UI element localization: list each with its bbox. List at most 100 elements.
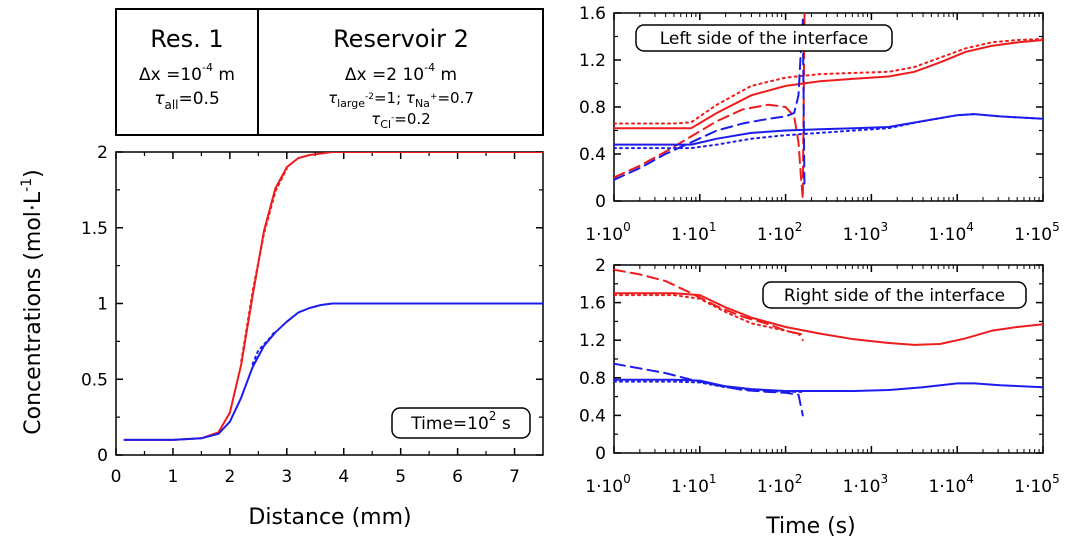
res2-tau-line1: τlarge-2=1; τNa+=0.7: [328, 89, 474, 110]
profile-x-tick-label: 7: [509, 467, 520, 487]
left-side-x-tick-label: 1·102: [757, 220, 803, 245]
profile-red-dotted-line: [240, 167, 288, 363]
right-side-y-tick-label: 2: [595, 256, 606, 276]
left-side-x-tick-label: 1·103: [843, 220, 889, 245]
left-side-y-tick-label: 1.6: [579, 4, 606, 24]
right-side-red-dashed-line: [614, 268, 804, 342]
left-side-y-tick-label: 0: [595, 192, 606, 212]
profile-y-axis-title-sup: -1: [19, 178, 35, 192]
profile-chart: 0 0.5 1 1.5 2 0 1 2 3 4 5 6 7 Time=102 s: [81, 143, 544, 487]
profile-x-tick-label: 3: [281, 467, 292, 487]
profile-y-tick-label: 0: [97, 446, 108, 466]
right-side-series-group: [614, 268, 1043, 417]
res2-tau2-val: =0.7: [437, 89, 473, 107]
right-side-red-dotted-line: [614, 294, 804, 336]
right-side-x-tick-label: 1·102: [757, 472, 803, 497]
res2-tau1-sub: large: [337, 97, 365, 110]
res1-dx-unit: m: [213, 65, 235, 85]
left-side-blue-solid-line: [614, 113, 1043, 146]
right-side-x-tick-label: 1·100: [585, 472, 631, 497]
res2-dx-exp: -4: [424, 61, 435, 74]
profile-x-tick-label: 6: [452, 467, 463, 487]
left-side-series-group: [614, 13, 1043, 200]
right-side-y-tick-label: 0.4: [579, 406, 606, 426]
res2-tau1-symbol: τ: [328, 89, 338, 107]
profile-x-axis-title: Distance (mm): [248, 505, 411, 530]
left-side-annotation: Left side of the interface: [635, 24, 893, 52]
left-side-y-tick-label: 0.8: [579, 98, 606, 118]
left-side-x-tick-label: 1·100: [585, 220, 631, 245]
res2-tau1-sup: -2: [365, 92, 374, 102]
res2-tau2-sub: Na: [415, 97, 430, 110]
res1-dx-exp: -4: [202, 61, 213, 74]
left-side-x-tick-label: 1·105: [1014, 220, 1060, 245]
left-side-y-tick-label: 1.2: [579, 51, 606, 71]
res2-tau2-sup: +: [430, 92, 438, 102]
right-side-blue-dotted-line: [614, 380, 804, 393]
right-side-y-tick-label: 0.8: [579, 369, 606, 389]
profile-x-tick-label: 5: [395, 467, 406, 487]
profile-annotation-box: [391, 407, 531, 439]
profile-y-tick-label: 1.5: [81, 219, 108, 239]
profile-annotation-text: Time=102 s: [410, 409, 511, 434]
right-side-y-tick-label: 0: [595, 444, 606, 464]
profile-y-tick-label: 1: [97, 295, 108, 315]
profile-y-tick-label: 2: [97, 143, 108, 163]
left-side-red-solid-line: [614, 39, 1043, 130]
res1-tau-val: =0.5: [179, 89, 220, 109]
res1-dx-prefix: Δx =10: [139, 65, 202, 85]
right-side-red-solid-line: [614, 292, 1043, 346]
profile-x-tick-label: 2: [224, 467, 235, 487]
right-side-x-tick-label: 1·101: [671, 472, 717, 497]
res2-tau3-sup: -: [391, 113, 394, 123]
res2-dx-unit: m: [435, 65, 457, 85]
res1-dx: Δx =10-4 m: [139, 61, 235, 85]
left-side-chart: 0 0.4 0.8 1.2 1.6 1·100 1·101 1·102 1·103 1·104 1·…: [579, 4, 1060, 245]
res2-tau3-val: =0.2: [394, 110, 430, 128]
left-side-red-dotted-line: [614, 37, 1043, 125]
right-side-blue-dashed-line: [614, 362, 804, 417]
profile-y-axis-title-main: Concentrations (mol·L: [21, 191, 46, 435]
profile-series-group: [123, 152, 543, 441]
res2-tau3-symbol: τ: [371, 110, 381, 128]
right-side-annotation: Right side of the interface: [762, 281, 1027, 309]
res1-title: Res. 1: [150, 25, 223, 53]
right-side-blue-solid-line: [614, 378, 1043, 392]
right-side-y-tick-label: 1.2: [579, 331, 606, 351]
left-side-x-tick-label: 1·101: [671, 220, 717, 245]
res2-dx: Δx =2 10-4 m: [345, 61, 457, 85]
right-side-annotation-box: [762, 281, 1027, 309]
profile-x-tick-label: 1: [168, 467, 179, 487]
left-side-annotation-box: [635, 24, 893, 52]
time-x-axis-title: Time (s): [765, 514, 855, 539]
reservoir-parameter-box: Res. 1 Δx =10-4 m τall=0.5 Reservoir 2 Δ…: [115, 8, 544, 136]
left-side-red-dashed-line: [614, 13, 806, 200]
res2-tau1-val: =1;: [374, 89, 406, 107]
left-side-y-tick-label: 0.4: [579, 145, 606, 165]
res2-dx-prefix: Δx =2 10: [345, 65, 424, 85]
right-side-annotation-text: Right side of the interface: [784, 286, 1005, 306]
right-side-x-tick-label: 1·103: [843, 472, 889, 497]
profile-annotation: Time=102 s: [391, 407, 531, 439]
res2-tau-line2: τCl-=0.2: [371, 110, 430, 131]
res1-tau: τall=0.5: [154, 89, 220, 112]
profile-blue-dotted-line: [251, 329, 277, 366]
profile-y-tick-label: 0.5: [81, 370, 108, 390]
profile-x-tick-label: 4: [338, 467, 349, 487]
profile-y-axis-title: Concentrations (mol·L-1): [19, 169, 46, 435]
right-side-x-tick-label: 1·105: [1014, 472, 1060, 497]
left-side-annotation-text: Left side of the interface: [660, 29, 869, 49]
res1-tau-sub: all: [164, 98, 178, 112]
res2-tau3-sub: Cl: [380, 118, 391, 131]
reservoir-box-frame: [115, 8, 544, 136]
profile-blue-solid-line: [123, 302, 543, 441]
profile-red-solid-line: [123, 152, 543, 441]
right-side-x-tick-label: 1·104: [928, 472, 974, 497]
left-side-blue-dotted-line: [614, 113, 1043, 150]
right-side-y-tick-label: 1.6: [579, 294, 606, 314]
profile-x-tick-label: 0: [111, 467, 122, 487]
res2-title: Reservoir 2: [333, 25, 469, 53]
res1-tau-symbol: τ: [154, 89, 165, 109]
profile-y-axis-title-end: ): [21, 169, 46, 178]
